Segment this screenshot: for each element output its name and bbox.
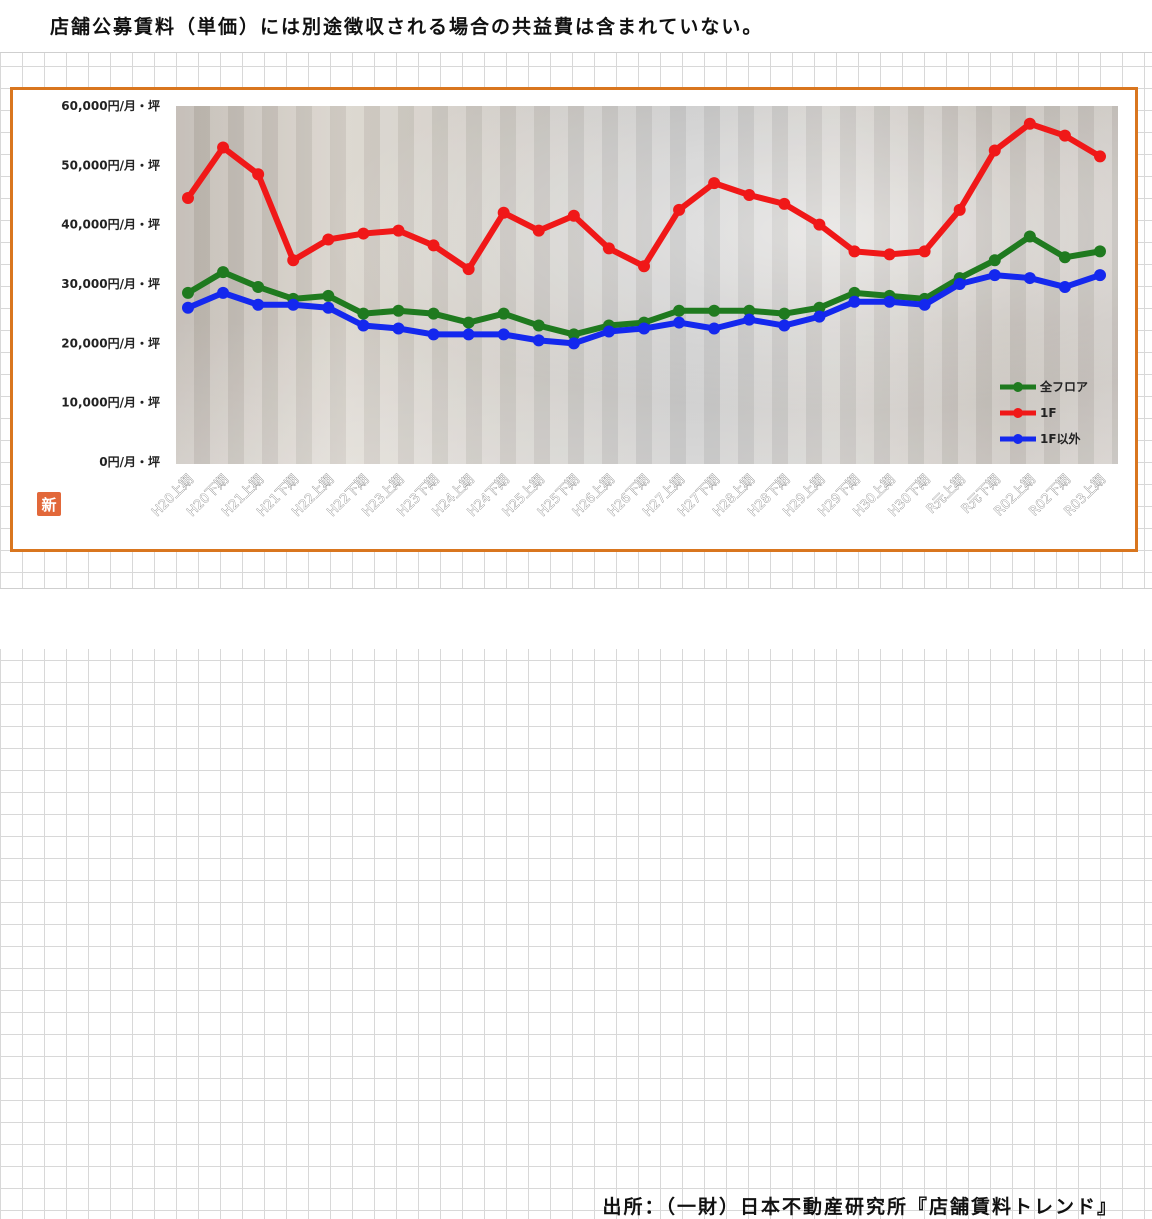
data-point xyxy=(567,209,580,222)
data-point xyxy=(567,328,580,341)
header-band: 店舗公募賃料（単価）には別途徴収される場合の共益費は含まれていない。 xyxy=(0,0,1152,53)
data-point xyxy=(813,310,826,323)
y-tick-label: 50,000円/月・坪 xyxy=(61,158,160,172)
data-point xyxy=(778,307,791,320)
data-point xyxy=(848,286,861,299)
data-point xyxy=(1058,280,1071,293)
data-point xyxy=(602,242,615,255)
x-axis: H20上期H20下期H21上期H21下期H22上期H22下期H23上期H23下期… xyxy=(149,472,1109,520)
data-point xyxy=(1023,272,1036,285)
data-point xyxy=(918,245,931,258)
data-point xyxy=(357,307,370,320)
data-point xyxy=(392,322,405,335)
legend-marker xyxy=(1013,434,1023,444)
y-axis: 0円/月・坪 10,000円/月・坪 20,000円/月・坪 30,000円/月・坪 4… xyxy=(61,99,160,469)
series-line xyxy=(185,120,1102,273)
data-point xyxy=(322,233,335,246)
source-text: 出所：（一財）日本不動産研究所『店舗賃料トレンド』 xyxy=(602,1196,1118,1218)
data-point xyxy=(918,298,931,311)
data-point xyxy=(988,144,1001,157)
data-point xyxy=(532,319,545,332)
data-point xyxy=(988,254,1001,267)
data-point xyxy=(357,227,370,240)
data-point xyxy=(988,269,1001,282)
data-point xyxy=(1023,117,1036,130)
data-point xyxy=(1058,129,1071,142)
data-point xyxy=(638,260,650,273)
data-point xyxy=(252,168,265,181)
data-point xyxy=(497,307,510,320)
data-point xyxy=(287,298,300,311)
data-point xyxy=(252,298,265,311)
legend-label: 1F xyxy=(1040,406,1057,420)
y-tick-label: 40,000円/月・坪 xyxy=(61,218,160,232)
legend-label: 全フロア xyxy=(1039,379,1088,394)
data-point xyxy=(497,206,510,219)
data-point xyxy=(638,322,650,335)
data-point xyxy=(708,322,721,335)
note-text: 店舗公募賃料（単価）には別途徴収される場合の共益費は含まれていない。 xyxy=(50,16,764,38)
data-point xyxy=(427,328,440,341)
data-point xyxy=(673,304,686,317)
data-point xyxy=(217,266,230,279)
data-point xyxy=(813,218,826,231)
data-point xyxy=(392,304,405,317)
footer-band: 出所：（一財）日本不動産研究所『店舗賃料トレンド』 xyxy=(0,588,1152,1218)
legend: 全フロア 1F 1F以外 xyxy=(1000,379,1088,446)
data-point xyxy=(182,286,194,299)
data-point xyxy=(462,328,475,341)
data-point xyxy=(708,177,721,190)
data-point xyxy=(1023,230,1036,243)
data-point xyxy=(182,301,194,314)
y-tick-label: 0円/月・坪 xyxy=(99,455,160,469)
data-point xyxy=(813,301,826,314)
series-layer xyxy=(182,117,1106,350)
data-point xyxy=(357,319,370,332)
data-point xyxy=(953,203,966,216)
rent-trend-chart: 0円/月・坪 10,000円/月・坪 20,000円/月・坪 30,000円/月・坪 4… xyxy=(61,99,1109,520)
data-point xyxy=(883,295,896,308)
data-point xyxy=(743,313,756,326)
y-tick-label: 30,000円/月・坪 xyxy=(61,277,160,291)
data-point xyxy=(217,286,230,299)
data-point xyxy=(883,248,896,261)
data-point xyxy=(567,337,580,350)
y-tick-label: 20,000円/月・坪 xyxy=(61,336,160,350)
data-point xyxy=(462,316,475,329)
data-point xyxy=(602,325,615,338)
data-point xyxy=(392,224,405,237)
data-point xyxy=(743,189,756,201)
y-tick-label: 10,000円/月・坪 xyxy=(61,396,160,410)
data-point xyxy=(322,289,335,302)
y-tick-label: 60,000円/月・坪 xyxy=(61,99,160,113)
data-point xyxy=(673,203,686,216)
legend-label: 1F以外 xyxy=(1040,431,1081,446)
data-point xyxy=(462,263,475,276)
data-point xyxy=(1058,251,1071,264)
data-point xyxy=(252,280,265,293)
data-point xyxy=(708,304,721,317)
new-badge: 新 xyxy=(37,492,61,516)
data-point xyxy=(848,245,861,258)
data-point xyxy=(532,224,545,237)
data-point xyxy=(1094,150,1106,163)
data-point xyxy=(953,278,966,290)
legend-marker xyxy=(1013,408,1023,418)
data-point xyxy=(427,239,440,252)
data-point xyxy=(1094,245,1106,258)
data-point xyxy=(1094,269,1106,282)
data-point xyxy=(743,304,756,317)
data-point xyxy=(673,316,686,329)
data-point xyxy=(497,328,510,341)
data-point xyxy=(848,295,861,308)
legend-marker xyxy=(1013,382,1023,392)
data-point xyxy=(778,319,791,332)
data-point xyxy=(532,334,545,347)
data-point xyxy=(217,141,230,154)
data-point xyxy=(287,254,300,267)
data-point xyxy=(427,307,440,320)
data-point xyxy=(182,191,194,204)
data-point xyxy=(322,301,335,314)
data-point xyxy=(778,197,791,210)
